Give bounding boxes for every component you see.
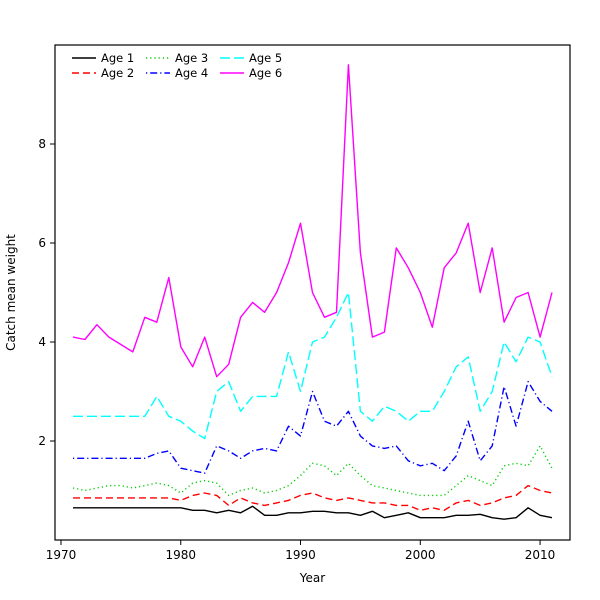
series-line-age-3 [72,445,553,497]
legend-label: Age 1 [101,51,134,65]
x-tick-label: 1970 [46,548,77,562]
y-tick-label: 4 [38,335,46,349]
series-line-age-1 [73,505,553,520]
y-tick-label: 2 [38,434,46,448]
legend-label: Age 2 [101,66,134,80]
series-line-age-4 [73,380,553,474]
x-axis-title: Year [299,571,325,585]
y-tick-label: 8 [38,137,46,151]
series-line-age-5 [73,291,553,440]
y-axis-title: Catch mean weight [4,234,18,351]
series-line-age-2 [73,484,553,511]
x-tick-label: 1980 [165,548,196,562]
legend-label: Age 4 [175,66,208,80]
series-line-age-6 [72,64,553,378]
legend-label: Age 6 [249,66,282,80]
x-tick-label: 1990 [285,548,316,562]
x-tick-label: 2000 [405,548,436,562]
legend-label: Age 5 [249,51,282,65]
y-tick-label: 6 [38,236,46,250]
legend-label: Age 3 [175,51,208,65]
x-tick-label: 2010 [525,548,556,562]
plot-border [54,44,571,541]
